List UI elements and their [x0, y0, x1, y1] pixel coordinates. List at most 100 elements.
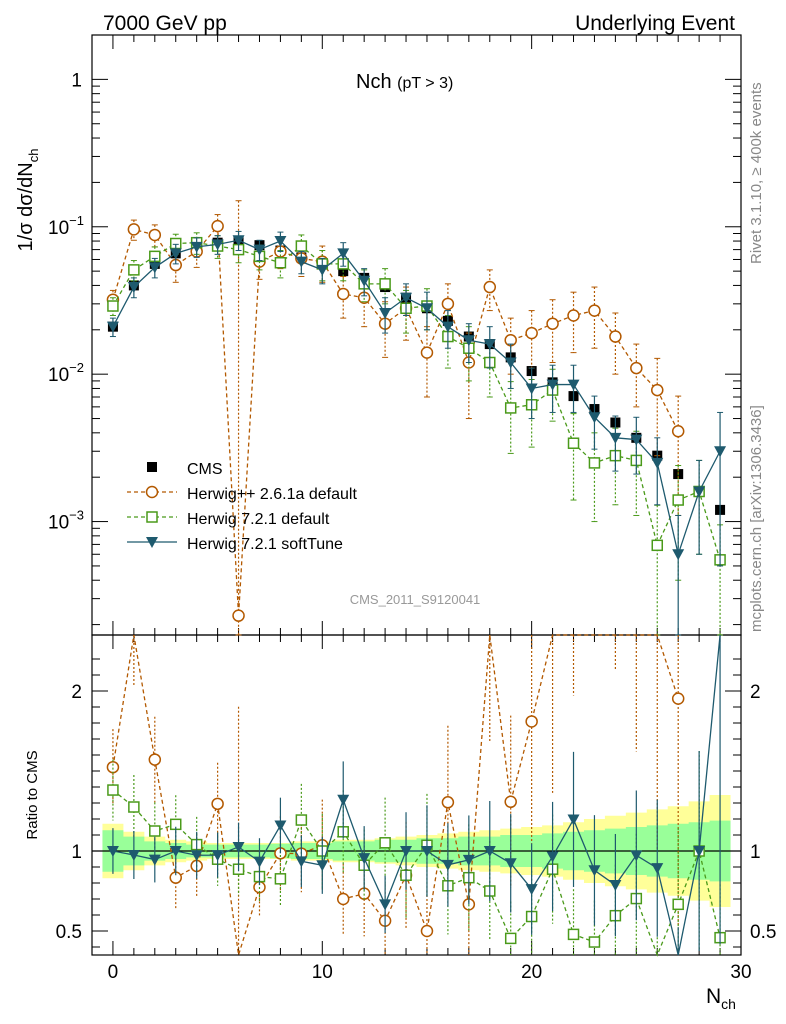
x-tick-label: 30 [730, 962, 751, 983]
ratio-point-herwig-2-6-1a-default [148, 753, 162, 766]
data-point-herwig-7-2-1-softtune [420, 303, 433, 315]
data-point-herwig-2-6-1a-default [127, 223, 141, 236]
data-point-herwig-7-2-1-softtune [714, 446, 727, 458]
ratio-point-herwig-2-6-1a-default [441, 796, 455, 809]
ratio-tick-label-left: 2 [71, 682, 82, 703]
data-point-herwig-2-6-1a-default [651, 383, 664, 397]
rivet-note: Rivet 3.1.10, ≥ 400k events [748, 82, 765, 264]
y-tick-label: 10−3 [48, 508, 84, 534]
ratio-point-herwig-7-2-1-default [128, 801, 140, 813]
ratio-point-herwig-7-2-1-default [149, 825, 161, 837]
data-point-herwig-2-6-1a-default [441, 297, 455, 311]
data-point-herwig-7-2-1-softtune [127, 282, 140, 294]
data-point-herwig-7-2-1-softtune [274, 236, 287, 248]
ratio-point-herwig-7-2-1-softtune [630, 850, 643, 862]
ratio-axis-title: Ratio to CMS [24, 750, 41, 839]
data-point-herwig-7-2-1-softtune [630, 434, 643, 446]
legend-marker [145, 485, 159, 499]
ratio-point-herwig-7-2-1-softtune [441, 859, 454, 871]
data-point-herwig-7-2-1-softtune [483, 339, 496, 351]
ratio-line-herwig-2-6-1a-default [112, 634, 679, 956]
ratio-point-herwig-7-2-1-softtune [400, 846, 413, 857]
ratio-point-herwig-7-2-1-softtune [651, 863, 664, 875]
ratio-point-herwig-7-2-1-softtune [483, 846, 496, 857]
data-point-herwig-7-2-1-softtune [190, 241, 203, 253]
data-point-herwig-2-6-1a-default [546, 317, 559, 330]
data-point-herwig-2-6-1a-default [671, 424, 685, 438]
ratio-point-herwig-7-2-1-softtune [211, 850, 224, 862]
ratio-point-herwig-7-2-1-softtune [106, 846, 119, 857]
data-point-herwig-7-2-1-softtune [441, 321, 454, 333]
ratio-point-herwig-2-6-1a-default [671, 692, 685, 705]
data-point-herwig-7-2-1-softtune [609, 432, 622, 444]
data-point-herwig-7-2-1-softtune [148, 262, 161, 274]
data-point-herwig-7-2-1-softtune [567, 379, 580, 391]
y-tick-exponent: −1 [69, 213, 84, 228]
legend: CMS Herwig++ 2.6.1a default Herwig 7.2.1 d… [127, 461, 357, 553]
data-point-herwig-7-2-1-softtune [358, 275, 371, 287]
ratio-point-herwig-7-2-1-default [567, 928, 580, 941]
data-point-herwig-2-6-1a-default [630, 361, 643, 375]
ratio-point-herwig-7-2-1-softtune [358, 853, 371, 865]
header-left: 7000 GeV pp [103, 12, 227, 35]
x-axis-title-main: N [706, 985, 721, 1008]
y-tick-label: 10−1 [48, 213, 84, 239]
y-tick-base: 10 [48, 365, 69, 386]
data-point-herwig-2-6-1a-default [211, 219, 224, 233]
mcplots-note: mcplots.cern.ch [arXiv:1306.3436] [748, 405, 765, 632]
data-point-herwig-2-6-1a-default [588, 304, 601, 317]
data-point-herwig-7-2-1-softtune [462, 335, 475, 347]
x-axis-title-sub: ch [721, 996, 736, 1012]
ratio-point-herwig-7-2-1-default [379, 837, 391, 849]
ratio-point-herwig-7-2-1-softtune [693, 846, 706, 857]
ratio-point-herwig-2-6-1a-default [211, 797, 224, 811]
x-tick-label: 20 [521, 962, 542, 983]
ratio-line-herwig-7-2-1-default [112, 789, 721, 957]
data-point-herwig-7-2-1-softtune [525, 383, 538, 395]
data-point-herwig-2-6-1a-default [483, 280, 497, 294]
ratio-point-herwig-7-2-1-softtune [462, 854, 475, 866]
ratio-point-herwig-2-6-1a-default [504, 795, 517, 809]
ratio-point-herwig-7-2-1-softtune [567, 814, 580, 826]
data-point-herwig-2-6-1a-default [336, 287, 350, 301]
ratio-point-herwig-7-2-1-softtune [379, 899, 392, 911]
x-tick-label: 10 [312, 962, 333, 983]
series-line-herwig-2-6-1a-default [112, 224, 679, 616]
ratio-point-herwig-7-2-1-softtune [127, 850, 140, 861]
data-point-herwig-2-6-1a-default [148, 228, 162, 242]
series-line-herwig-7-2-1-softtune [112, 239, 721, 557]
legend-label: CMS [187, 461, 223, 478]
ratio-tick-label-left: 1 [71, 842, 82, 863]
data-point-herwig-7-2-1-softtune [672, 549, 685, 561]
legend-marker [146, 537, 158, 548]
ratio-point-herwig-7-2-1-softtune [588, 865, 601, 877]
plot-title-sub: (pT > 3) [397, 75, 453, 92]
data-point-herwig-7-2-1-softtune [588, 412, 601, 424]
data-point-herwig-7-2-1-softtune [504, 357, 517, 369]
plot-title-main: Nch [356, 71, 392, 93]
data-point-herwig-7-2-1-default [379, 278, 391, 290]
data-point-herwig-7-2-1-softtune [169, 248, 182, 260]
ratio-point-herwig-7-2-1-softtune [525, 884, 538, 896]
ratio-tick-label-right: 1 [750, 842, 761, 863]
ratio-tick-label-right: 0.5 [750, 922, 776, 943]
ratio-line-herwig-7-2-1-softtune [112, 634, 721, 956]
header-right: Underlying Event [575, 12, 735, 35]
y-axis-title-main: 1/σ dσ/dN [15, 162, 37, 251]
legend-marker [146, 511, 158, 523]
data-point-herwig-7-2-1-default [672, 494, 684, 506]
analysis-watermark: CMS_2011_S9120041 [350, 592, 481, 607]
data-point-herwig-7-2-1-softtune [400, 292, 413, 304]
data-point-herwig-2-6-1a-default [609, 330, 622, 343]
y-tick-base: 1 [71, 70, 82, 91]
data-point-herwig-2-6-1a-default [567, 309, 580, 322]
data-point-herwig-7-2-1-softtune [651, 457, 664, 469]
ratio-point-herwig-7-2-1-softtune [504, 858, 517, 870]
data-point-herwig-7-2-1-softtune [316, 264, 329, 276]
x-tick-label: 0 [108, 962, 119, 983]
ratio-point-herwig-7-2-1-softtune [420, 846, 433, 857]
ratio-point-herwig-7-2-1-softtune [253, 856, 266, 868]
data-point-herwig-7-2-1-default [567, 437, 580, 449]
ratio-point-herwig-7-2-1-default [107, 784, 119, 796]
ratio-point-herwig-7-2-1-default [295, 814, 308, 826]
